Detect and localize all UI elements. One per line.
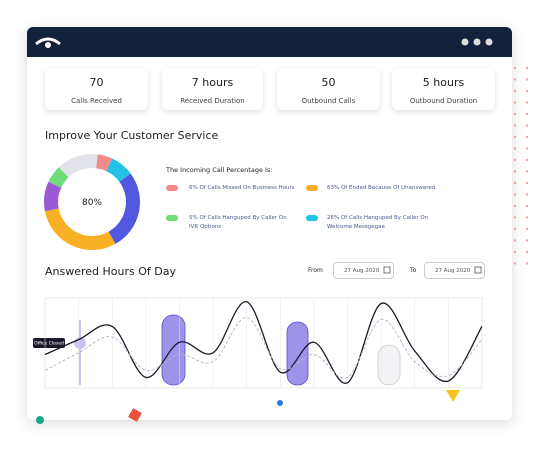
stat-label: Outbound Calls: [301, 97, 356, 105]
decor-dot: [525, 89, 529, 93]
decor-dot: [513, 158, 517, 162]
decor-dot: [525, 158, 529, 162]
decor-dot: [525, 112, 529, 116]
filter-label: From: [308, 267, 323, 274]
decor-dot: [513, 216, 517, 219]
decor-dot: [525, 170, 529, 173]
decor-dot: [525, 262, 529, 265]
legend-label: 63% Of Ended Because Of Unanswered: [327, 185, 436, 191]
stat-value: 7 hours: [191, 76, 234, 89]
decor-dot: [513, 101, 517, 104]
donut-segment: [48, 167, 69, 188]
decor-dot: [513, 227, 517, 231]
legend-swatch: [306, 185, 318, 191]
decor-dot: [513, 89, 517, 93]
section-title: Improve Your Customer Service: [45, 129, 219, 142]
decor-dot: [513, 78, 517, 81]
legend-title: The Incoming Call Percentage Is:: [166, 166, 273, 174]
decor-dot: [525, 250, 529, 254]
decor-dot: [513, 239, 517, 242]
decor-dot: [513, 204, 517, 208]
decor-dot: [525, 216, 529, 219]
stat-card: 70 Calls Received: [45, 68, 148, 110]
donut-segment: [58, 154, 98, 178]
legend-label: 5% Of Calls Hanguped By Caller On IVR Op…: [189, 215, 287, 230]
donut-center-label: 80%: [82, 198, 102, 208]
legend-swatch: [166, 185, 178, 191]
donut-segment: [108, 173, 140, 244]
donut-segment: [43, 181, 62, 212]
menu-dot[interactable]: [485, 38, 493, 46]
decor-dot: [513, 135, 517, 139]
line-series: [44, 301, 483, 384]
decor-dot: [525, 135, 529, 139]
stat-card: 5 hours Outbound Duration: [392, 68, 495, 110]
legend-label: 26% Of Calls Hanguped By Caller On Welco…: [327, 215, 429, 230]
stat-card: 50 Outbound Calls: [277, 68, 380, 110]
decor-dot: [525, 147, 529, 150]
legend-swatch: [166, 215, 178, 221]
decor-dot: [513, 250, 517, 254]
date-input[interactable]: 27 Aug 2020: [424, 262, 485, 279]
legend-swatch: [306, 215, 318, 221]
decor-diamond: [128, 408, 142, 422]
decor-dot: [525, 124, 529, 127]
highlight: [161, 314, 186, 386]
stat-label: Outbound Duration: [409, 97, 478, 105]
decor-dot: [513, 170, 517, 173]
dot-pattern: [513, 66, 529, 265]
decor-dot: [525, 193, 529, 196]
section-title: Answered Hours Of Day: [45, 265, 176, 278]
decor-dot: [525, 101, 529, 104]
line-series: [44, 317, 483, 379]
logo: [35, 37, 61, 46]
donut-segment: [44, 208, 116, 250]
line-chart: Office Closed: [33, 297, 483, 389]
filter-label: To: [410, 267, 417, 274]
decor-dot: [513, 124, 517, 127]
highlight: [377, 344, 401, 386]
decor-dot: [513, 66, 517, 70]
decor-dot: [513, 181, 517, 185]
donut-segment: [106, 158, 131, 182]
decor-dot: [513, 112, 517, 116]
tooltip-text: Office Closed: [34, 341, 64, 347]
decor-dot: [36, 416, 44, 424]
decor-triangle: [446, 390, 460, 402]
decor-dot: [525, 181, 529, 185]
donut-chart: 80%: [43, 154, 140, 250]
legend-label: 6% Of Calls Missed On Business Hours: [189, 185, 295, 191]
decor-dot: [525, 78, 529, 81]
donut-segment: [96, 154, 113, 172]
decor-dot: [513, 193, 517, 196]
stat-value: 70: [89, 76, 104, 89]
decor-dot: [525, 204, 529, 208]
stat-label: Calls Received: [71, 97, 122, 105]
tooltip: [33, 338, 65, 348]
logo: [45, 42, 51, 48]
decor-dot: [513, 262, 517, 265]
decor-dot: [525, 239, 529, 242]
stat-label: Received Duration: [180, 97, 245, 105]
menu-dot[interactable]: [473, 38, 481, 46]
decor-dot: [513, 147, 517, 150]
date-input[interactable]: 27 Aug 2020: [333, 262, 394, 279]
menu-dot[interactable]: [461, 38, 469, 46]
stat-value: 5 hours: [422, 76, 465, 89]
plot-frame: [44, 297, 483, 389]
stat-card: 7 hours Received Duration: [162, 68, 263, 110]
decor-dot: [525, 66, 529, 70]
decor-dot: [277, 400, 283, 406]
calendar-icons: [383, 266, 482, 274]
header-bar: [27, 27, 512, 57]
highlight: [286, 321, 309, 386]
decor-dot: [525, 227, 529, 231]
stat-value: 50: [321, 76, 336, 89]
